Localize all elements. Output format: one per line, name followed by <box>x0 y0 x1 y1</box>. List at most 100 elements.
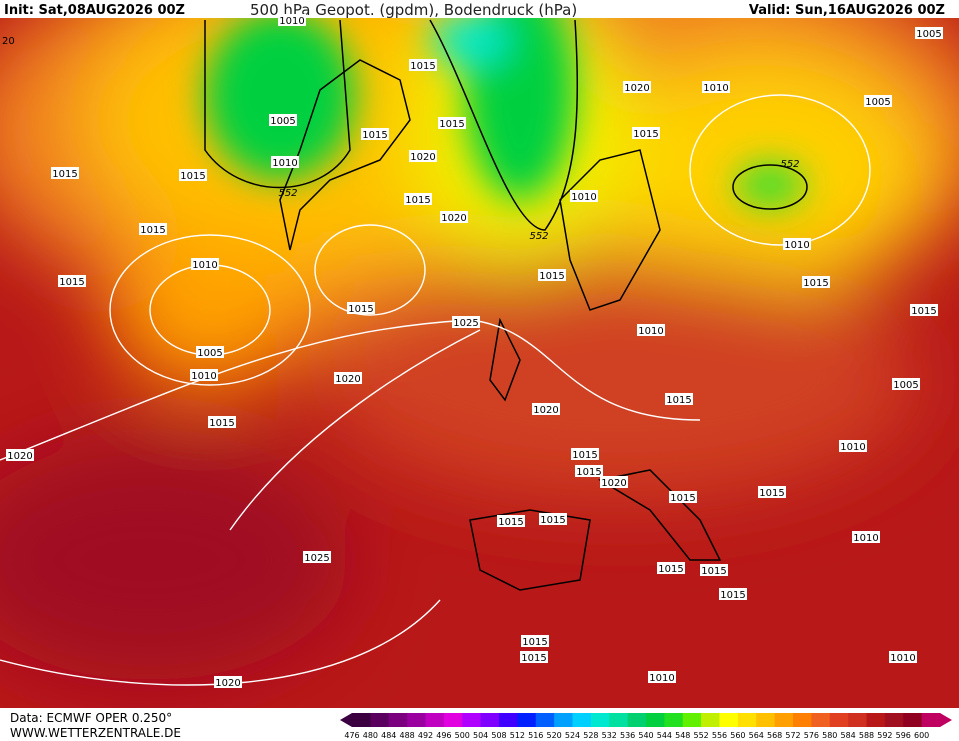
colorbar-swatch <box>884 713 904 727</box>
colorbar-label: 556 <box>712 731 727 740</box>
isobar-label: 1010 <box>638 326 663 337</box>
isobar-label-box <box>892 378 920 390</box>
colorbar-label: 532 <box>602 731 617 740</box>
isobar-label-box <box>438 117 466 129</box>
isobar-label: 1010 <box>272 158 297 169</box>
isobar-label-box <box>570 190 598 202</box>
colorbar-label: 512 <box>510 731 525 740</box>
isobar-label-box <box>571 448 599 460</box>
isobar-label: 1015 <box>658 564 683 575</box>
isobar-label-box <box>452 316 480 328</box>
isobar-label-box <box>839 440 867 452</box>
colorbar-arrow-right <box>940 713 952 727</box>
isobar-label-box <box>196 346 224 358</box>
isobar-label-box <box>700 564 728 576</box>
isobar-label: 1015 <box>540 515 565 526</box>
isobar-label-box <box>802 276 830 288</box>
colorbar-swatch <box>866 713 886 727</box>
isobar-label-box <box>539 513 567 525</box>
colorbar-swatch <box>499 713 518 727</box>
website: WWW.WETTERZENTRALE.DE <box>10 726 181 740</box>
isobar-label-box <box>179 169 207 181</box>
isobar-label: 1015 <box>180 171 205 182</box>
isobar-label-box <box>271 156 299 168</box>
isobar-label: 1010 <box>649 673 674 684</box>
colorbar-label: 528 <box>583 731 598 740</box>
isobar-label-box <box>758 486 786 498</box>
isobar-label: 1015 <box>140 225 165 236</box>
colorbar-label: 552 <box>693 731 708 740</box>
colorbar-swatch <box>352 713 371 727</box>
isobar-label: 1005 <box>916 29 941 40</box>
isobar-label-box <box>665 393 693 405</box>
colorbar-swatch <box>572 713 592 727</box>
colorbar-label: 548 <box>675 731 690 740</box>
isobar-label-box <box>657 562 685 574</box>
isobar-label-box <box>51 167 79 179</box>
isobar-label: 1015 <box>701 566 726 577</box>
colorbar-label: 524 <box>565 731 580 740</box>
isobar-label: 1020 <box>410 152 435 163</box>
colorbar-label: 516 <box>528 731 543 740</box>
isobar-label: 1020 <box>441 213 466 224</box>
height-contours <box>204 19 808 231</box>
isobar-label: 1015 <box>410 61 435 72</box>
map-title: 500 hPa Geopot. (gpdm), Bodendruck (hPa) <box>250 1 577 19</box>
isobar-label-box <box>852 531 880 543</box>
colorbar-label: 476 <box>344 731 359 740</box>
colorbar-swatch <box>425 713 445 727</box>
isobar-label: 1005 <box>893 380 918 391</box>
isobar-label: 1015 <box>576 467 601 478</box>
colorbar-swatch <box>848 713 867 727</box>
colorbar-label: 572 <box>785 731 800 740</box>
colorbar-label: 580 <box>822 731 837 740</box>
isobar-label: 1010 <box>191 371 216 382</box>
colorbar-swatch <box>443 713 463 727</box>
isobar-label: 1015 <box>59 277 84 288</box>
isobar-label-box <box>623 81 651 93</box>
isobar-label: 1015 <box>759 488 784 499</box>
colorbar-swatch <box>719 713 739 727</box>
colorbar-label: 588 <box>859 731 874 740</box>
isobar-label-box <box>191 258 219 270</box>
colorbar-swatch <box>921 713 941 727</box>
colorbar-swatch <box>646 713 665 727</box>
isobar-label: 1010 <box>703 83 728 94</box>
isobar-label-box <box>575 465 603 477</box>
isobar-label: 1020 <box>624 83 649 94</box>
colorbar-swatch <box>682 713 702 727</box>
colorbar-swatch <box>811 713 831 727</box>
colorbar-swatch <box>517 713 537 727</box>
isobar-label-box <box>520 651 548 663</box>
isobar-label: 1010 <box>571 192 596 203</box>
colorbar-label: 564 <box>749 731 764 740</box>
isobar-label-box <box>702 81 730 93</box>
colorbar-swatch <box>793 713 812 727</box>
colorbar-swatch <box>407 713 426 727</box>
colorbar-label: 496 <box>436 731 451 740</box>
isobar-label-box <box>783 238 811 250</box>
isobar-label-box <box>910 304 938 316</box>
isobar-label-box <box>538 269 566 281</box>
height-label: 552 <box>278 188 297 199</box>
isobar-label: 1025 <box>304 553 329 564</box>
isobar-label-box <box>208 416 236 428</box>
isobar-label: 1015 <box>720 590 745 601</box>
colorbar-swatch <box>664 713 684 727</box>
isobar-label-box <box>214 676 242 688</box>
isobar-label-box <box>637 324 665 336</box>
isobar-label: 1015 <box>405 195 430 206</box>
colorbar-swatch <box>480 713 500 727</box>
isobar-label-box <box>347 302 375 314</box>
isobar-label: 1010 <box>840 442 865 453</box>
isobar-label-box <box>334 372 362 384</box>
isobar-label-box <box>915 27 943 39</box>
colorbar-label: 568 <box>767 731 782 740</box>
isobar-label: 1020 <box>7 451 32 462</box>
height-label: 552 <box>529 231 548 242</box>
map-field <box>0 18 959 708</box>
isobar-label: 1015 <box>670 493 695 504</box>
colorbar-label: 592 <box>877 731 892 740</box>
isobar-label-box <box>864 95 892 107</box>
